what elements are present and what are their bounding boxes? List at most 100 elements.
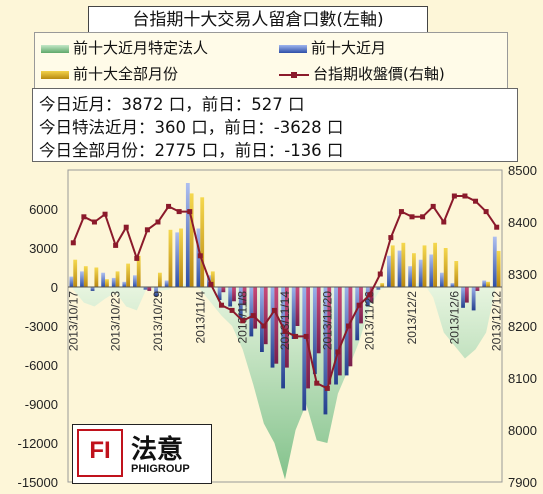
legend-swatch-blue (279, 44, 307, 53)
bar-all-months (337, 287, 342, 376)
price-point (335, 349, 341, 355)
price-point (314, 380, 320, 386)
price-point (134, 255, 140, 261)
price-point (250, 313, 256, 319)
y-left-tick-label: -15000 (18, 475, 58, 490)
bar-near-month (302, 287, 307, 411)
bar-all-months (147, 287, 152, 291)
bar-near-month (238, 287, 243, 320)
bar-near-month (111, 277, 116, 287)
bar-near-month (143, 287, 148, 290)
price-point (81, 214, 87, 220)
bar-near-month (122, 281, 127, 287)
bar-near-month (471, 287, 476, 311)
y-right-tick-label: 7900 (508, 475, 537, 490)
y-left-tick-label: 6000 (29, 202, 58, 217)
bar-all-months (115, 271, 120, 287)
bar-near-month (69, 276, 74, 287)
price-point (324, 385, 330, 391)
price-point (91, 219, 97, 225)
bar-all-months (157, 272, 162, 287)
price-point (102, 211, 108, 217)
bar-near-month (387, 255, 391, 287)
brand-logo: FI 法意 PHIGROUP (72, 424, 212, 484)
bar-all-months (232, 287, 236, 302)
bar-all-months (73, 259, 78, 287)
bar-near-month (482, 280, 487, 287)
bar-all-months (83, 266, 88, 287)
x-tick-label: 2013/11/14 (278, 291, 292, 350)
bar-near-month (355, 287, 360, 341)
y-left-tick-label: -3000 (25, 319, 58, 334)
price-point (282, 328, 288, 334)
y-left-tick-label: -12000 (18, 436, 58, 451)
price-point (166, 203, 172, 209)
price-point (398, 209, 404, 215)
bar-near-month (439, 272, 444, 287)
legend-label: 前十大全部月份 (73, 65, 179, 83)
bar-all-months (316, 287, 321, 354)
price-point (197, 253, 203, 259)
x-tick-label: 2013/10/29 (151, 291, 165, 351)
info-institutional-near-month: 今日特法近月：360 口，前日：-3628 口 (39, 118, 344, 137)
bar-all-months (210, 271, 215, 287)
bar-near-month (249, 287, 254, 337)
x-tick-label: 2013/12/2 (405, 291, 419, 345)
price-point (356, 302, 362, 308)
price-point (293, 333, 299, 339)
legend-item-all-months: 前十大全部月份 (41, 63, 178, 84)
price-point (303, 333, 309, 339)
info-box: 今日近月：3872 口，前日：527 口 今日特法近月：360 口，前日：-36… (32, 88, 518, 162)
price-point (70, 240, 76, 246)
y-left-tick-label: 0 (51, 280, 58, 295)
bar-near-month (418, 259, 423, 287)
logo-brand-text: 法意 (131, 435, 184, 465)
bar-near-month (429, 254, 434, 287)
price-point (123, 224, 129, 230)
y-right-tick-label: 8500 (508, 163, 537, 178)
price-point (240, 318, 246, 324)
bar-all-months (285, 287, 289, 368)
price-point (346, 323, 352, 329)
x-tick-label: 2013/11/20 (320, 291, 334, 350)
bar-near-month (175, 232, 180, 287)
bar-all-months (401, 242, 406, 287)
x-tick-label: 2013/11/4 (193, 291, 207, 344)
legend-item-close-price: 台指期收盤價(右軸) (279, 63, 445, 84)
info-near-month: 今日近月：3872 口，前日：527 口 (39, 95, 305, 114)
bar-all-months (443, 248, 448, 287)
bar-all-months (105, 279, 109, 287)
bar-near-month (270, 287, 275, 368)
bar-all-months (200, 197, 205, 287)
logo-sub-text: PHIGROUP (131, 463, 190, 475)
y-right-tick-label: 8200 (508, 319, 537, 334)
price-point (473, 198, 479, 204)
legend-label: 台指期收盤價(右軸) (313, 65, 445, 83)
bar-all-months (221, 287, 226, 293)
price-point (261, 323, 267, 329)
price-point (462, 193, 468, 199)
bar-all-months (179, 228, 183, 287)
x-tick-label: 2013/12/12 (490, 291, 504, 351)
x-tick-label: 2013/11/8 (236, 291, 250, 344)
bar-all-months (263, 287, 268, 345)
bar-near-month (492, 236, 497, 287)
bar-near-month (450, 283, 455, 287)
x-tick-label: 2013/11/26 (363, 291, 377, 350)
bar-near-month (376, 287, 381, 290)
bar-near-month (323, 287, 328, 415)
y-right-tick-label: 8300 (508, 267, 537, 282)
bar-all-months (433, 242, 438, 287)
y-left-tick-label: -9000 (25, 397, 58, 412)
price-point (377, 271, 383, 277)
bar-all-months (242, 287, 247, 306)
price-point (420, 214, 426, 220)
price-point (176, 209, 182, 215)
y-left-tick-label: 3000 (29, 241, 58, 256)
bar-all-months (253, 287, 258, 329)
bar-near-month (334, 287, 338, 385)
legend-item-near-month: 前十大近月 (279, 37, 386, 58)
price-point (155, 219, 161, 225)
bar-near-month (154, 287, 158, 297)
bar-near-month (228, 287, 233, 307)
